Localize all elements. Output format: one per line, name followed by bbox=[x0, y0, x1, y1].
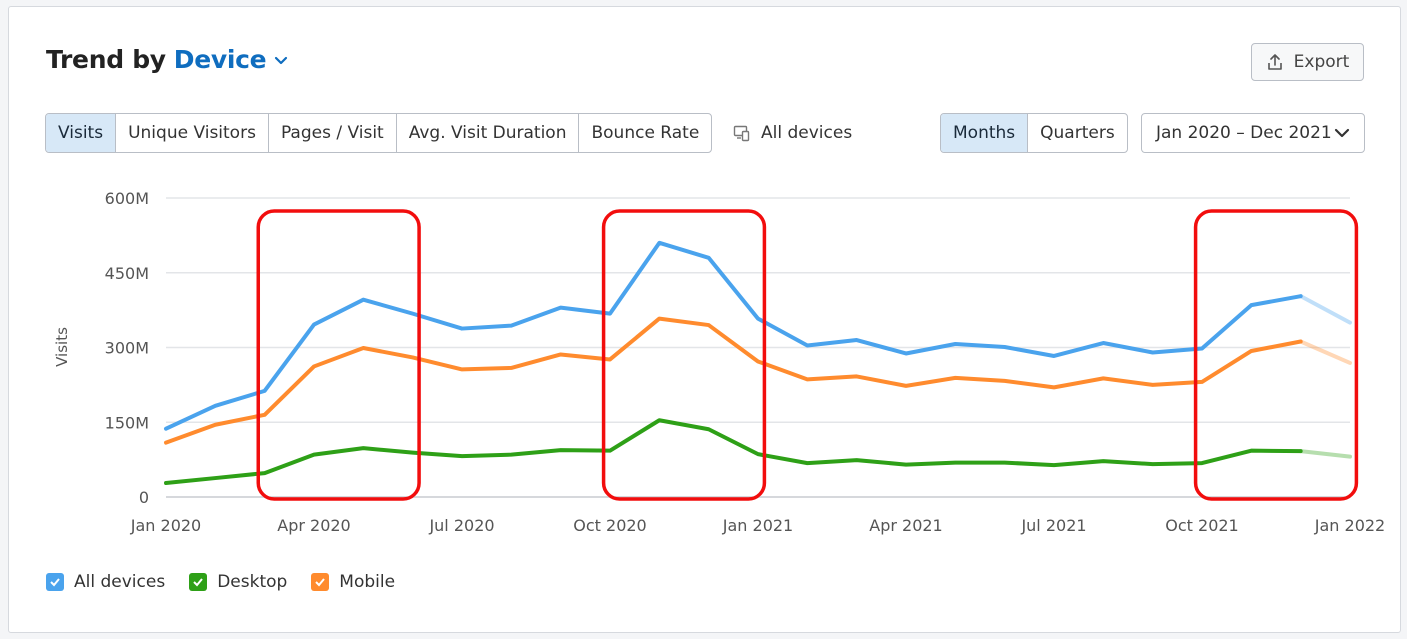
device-filter-label: All devices bbox=[761, 123, 853, 143]
tab-bounce-rate[interactable]: Bounce Rate bbox=[591, 123, 700, 143]
checkbox-checked-icon[interactable] bbox=[46, 573, 64, 591]
trend-card: Trend by Device Export Visits Unique Vis… bbox=[8, 6, 1401, 633]
tab-months[interactable]: Months bbox=[941, 114, 1029, 152]
series-line-incomplete bbox=[1298, 339, 1352, 365]
card-title: Trend by Device bbox=[46, 45, 288, 74]
y-tick-label: 0 bbox=[139, 488, 149, 507]
chevron-down-icon bbox=[1334, 128, 1350, 138]
highlight-box bbox=[1193, 209, 1359, 501]
device-filter[interactable]: All devices bbox=[733, 123, 852, 143]
granularity-tabs: Months Quarters bbox=[940, 113, 1128, 153]
x-tick-label: Apr 2021 bbox=[869, 516, 942, 535]
export-button[interactable]: Export bbox=[1251, 43, 1364, 81]
y-tick-label: 600M bbox=[105, 189, 149, 208]
checkbox-checked-icon[interactable] bbox=[311, 573, 330, 591]
x-tick-label: Jul 2021 bbox=[1020, 516, 1086, 535]
tab-quarters[interactable]: Quarters bbox=[1040, 123, 1115, 143]
series-line-desktop bbox=[164, 418, 1303, 486]
y-tick-label: 300M bbox=[105, 339, 149, 358]
series-line-mobile bbox=[164, 316, 1303, 445]
legend-item-desktop[interactable]: Desktop bbox=[189, 572, 287, 592]
legend-label: Mobile bbox=[339, 572, 396, 592]
x-tick-label: Jan 2021 bbox=[722, 516, 793, 535]
y-axis-label: Visits bbox=[53, 327, 71, 367]
y-tick-label: 150M bbox=[105, 413, 149, 432]
x-tick-label: Jul 2020 bbox=[428, 516, 494, 535]
visits-line-chart: 0 150M 300M 450M 600M Visits Jan 2020 Apr 2020 J… bbox=[53, 189, 1385, 535]
chart-legend: All devices Desktop Mobile bbox=[46, 572, 395, 592]
checkbox-checked-icon[interactable] bbox=[189, 573, 208, 591]
export-icon bbox=[1267, 54, 1282, 70]
legend-item-all-devices[interactable]: All devices bbox=[46, 572, 165, 592]
dimension-selector[interactable]: Device bbox=[173, 45, 267, 74]
chevron-down-icon[interactable] bbox=[274, 53, 288, 67]
legend-label: All devices bbox=[74, 572, 166, 592]
export-label: Export bbox=[1293, 52, 1350, 72]
tab-unique-visitors[interactable]: Unique Visitors bbox=[116, 114, 269, 152]
series-line-all-devices bbox=[164, 240, 1303, 431]
x-tick-label: Oct 2021 bbox=[1165, 516, 1238, 535]
devices-icon bbox=[733, 125, 750, 142]
series-line-incomplete bbox=[1298, 449, 1352, 459]
title-prefix: Trend by bbox=[46, 45, 166, 74]
highlight-box bbox=[601, 209, 767, 501]
highlight-box bbox=[256, 209, 421, 501]
series-line-incomplete bbox=[1298, 294, 1352, 325]
tab-avg-visit-duration[interactable]: Avg. Visit Duration bbox=[397, 114, 580, 152]
legend-label: Desktop bbox=[217, 572, 288, 592]
y-tick-label: 450M bbox=[105, 264, 149, 283]
metric-tabs: Visits Unique Visitors Pages / Visit Avg… bbox=[45, 113, 713, 153]
tab-visits[interactable]: Visits bbox=[46, 114, 117, 152]
legend-item-mobile[interactable]: Mobile bbox=[311, 572, 395, 592]
x-tick-label: Apr 2020 bbox=[277, 516, 350, 535]
date-range-label: Jan 2020 – Dec 2021 bbox=[1156, 123, 1332, 143]
x-tick-label: Oct 2020 bbox=[573, 516, 646, 535]
date-range-select[interactable]: Jan 2020 – Dec 2021 bbox=[1141, 113, 1365, 153]
tab-pages-per-visit[interactable]: Pages / Visit bbox=[269, 114, 397, 152]
x-tick-label: Jan 2022 bbox=[1314, 516, 1385, 535]
x-tick-label: Jan 2020 bbox=[130, 516, 201, 535]
